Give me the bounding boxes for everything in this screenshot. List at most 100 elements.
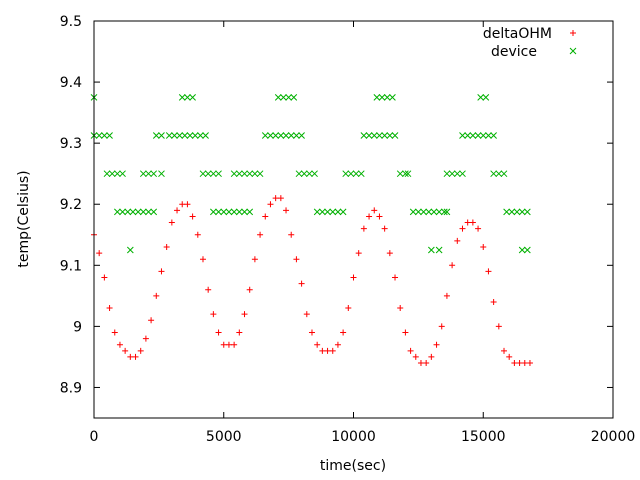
y-tick-label: 9: [73, 319, 82, 335]
data-point-device: [152, 132, 160, 139]
data-point-device: [285, 93, 292, 101]
data-point-deltaOHM: [433, 341, 440, 348]
data-point-deltaOHM: [366, 213, 373, 220]
data-point-deltaOHM: [179, 201, 186, 208]
legend-marker-deltaOHM: [570, 30, 576, 36]
data-point-device: [524, 246, 531, 254]
legend-label-device: device: [491, 44, 537, 60]
data-point-device: [347, 170, 355, 178]
data-point-deltaOHM: [111, 329, 118, 336]
data-point-device: [126, 246, 134, 254]
data-point-device: [145, 170, 152, 178]
y-tick-label: 9.5: [60, 14, 82, 30]
series-deltaOHM: [91, 195, 533, 367]
data-point-device: [524, 208, 531, 216]
data-point-deltaOHM: [319, 347, 326, 354]
data-point-device: [220, 208, 228, 216]
data-point-deltaOHM: [267, 201, 274, 208]
data-point-device: [435, 208, 443, 216]
data-point-device: [435, 246, 443, 254]
data-point-device: [448, 170, 456, 178]
data-point-deltaOHM: [210, 311, 217, 318]
data-point-device: [197, 132, 204, 139]
data-point-device: [230, 170, 238, 178]
data-point-deltaOHM: [277, 195, 284, 202]
data-point-deltaOHM: [449, 262, 456, 269]
data-point-deltaOHM: [199, 256, 206, 263]
data-point-device: [246, 208, 254, 216]
data-point-device: [150, 170, 158, 178]
data-point-device: [158, 132, 165, 139]
data-point-device: [378, 93, 386, 101]
data-point-deltaOHM: [485, 268, 492, 275]
data-point-deltaOHM: [132, 353, 139, 360]
data-point-device: [191, 132, 199, 139]
data-point-device: [376, 132, 383, 139]
data-point-deltaOHM: [184, 201, 191, 208]
data-point-device: [402, 170, 409, 178]
data-point-device: [101, 132, 108, 139]
data-point-deltaOHM: [501, 347, 508, 354]
data-point-deltaOHM: [236, 329, 243, 336]
data-point-device: [508, 208, 516, 216]
data-point-deltaOHM: [303, 311, 310, 318]
data-point-device: [490, 132, 497, 139]
data-point-deltaOHM: [231, 341, 238, 348]
data-point-device: [427, 246, 435, 254]
data-point-device: [495, 170, 503, 178]
x-tick-label: 15000: [461, 429, 506, 445]
data-point-device: [409, 208, 417, 216]
data-point-deltaOHM: [148, 317, 155, 324]
data-point-device: [241, 170, 248, 178]
data-point-deltaOHM: [417, 360, 424, 367]
data-point-device: [277, 132, 285, 139]
data-point-deltaOHM: [516, 360, 523, 367]
data-point-device: [357, 170, 365, 178]
y-tick-label: 9.3: [60, 136, 82, 152]
data-point-device: [306, 170, 313, 178]
data-point-deltaOHM: [106, 305, 113, 312]
data-point-device: [199, 170, 207, 178]
data-point-device: [106, 132, 113, 139]
data-point-device: [298, 132, 305, 139]
data-point-device: [267, 132, 274, 139]
data-point-device: [440, 208, 448, 216]
data-point-device: [165, 132, 173, 139]
data-point-device: [518, 208, 526, 216]
data-point-device: [383, 93, 391, 101]
data-point-device: [181, 132, 189, 139]
data-point-deltaOHM: [402, 329, 409, 336]
data-point-device: [311, 170, 318, 178]
data-point-device: [339, 208, 347, 216]
data-point-device: [215, 170, 222, 178]
data-point-device: [425, 208, 433, 216]
y-tick-label: 9.4: [60, 75, 82, 91]
data-point-device: [381, 132, 388, 139]
data-point-deltaOHM: [329, 347, 336, 354]
y-axis-label: temp(Celsius): [16, 170, 32, 267]
data-point-deltaOHM: [376, 213, 383, 220]
data-point-deltaOHM: [526, 360, 533, 367]
y-tick-label: 9.2: [60, 197, 82, 213]
data-point-device: [134, 208, 142, 216]
data-point-deltaOHM: [443, 292, 450, 299]
data-point-deltaOHM: [127, 353, 134, 360]
data-point-deltaOHM: [371, 207, 378, 214]
data-point-deltaOHM: [360, 225, 367, 232]
data-point-deltaOHM: [438, 323, 445, 330]
data-point-device: [396, 170, 404, 178]
data-point-deltaOHM: [521, 360, 528, 367]
data-point-device: [459, 170, 466, 178]
data-point-device: [430, 208, 438, 216]
legend-marker-device: [569, 47, 577, 55]
data-point-device: [256, 170, 264, 178]
data-point-device: [225, 208, 233, 216]
data-point-device: [202, 132, 209, 139]
data-point-deltaOHM: [506, 353, 513, 360]
data-point-device: [119, 208, 126, 216]
data-point-deltaOHM: [215, 329, 222, 336]
data-point-device: [280, 93, 287, 101]
data-point-device: [129, 208, 137, 216]
x-axis-label: time(sec): [320, 458, 386, 474]
data-point-device: [474, 132, 482, 139]
